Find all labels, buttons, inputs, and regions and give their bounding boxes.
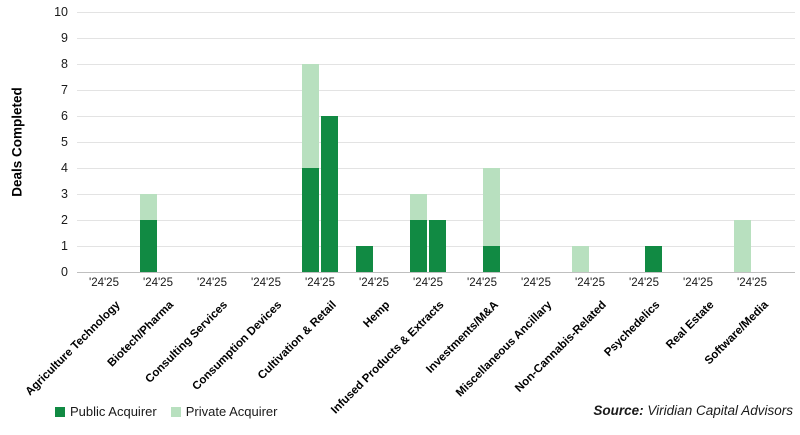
- y-tick-label: 6: [61, 109, 68, 123]
- bar-private-y24: [734, 220, 751, 272]
- legend-label-private: Private Acquirer: [185, 404, 278, 419]
- x-tick-label: '24'25: [737, 277, 767, 289]
- x-tick-label: '24'25: [197, 277, 227, 289]
- x-axis-line: [77, 272, 795, 273]
- y-tick-label: 8: [61, 57, 68, 71]
- gridline: [77, 116, 795, 117]
- gridline: [77, 12, 795, 13]
- y-tick-label: 1: [61, 239, 68, 253]
- y-tick-label: 9: [61, 31, 68, 45]
- bar-public-y24: [302, 168, 319, 272]
- bar-public-y25: [321, 116, 338, 272]
- y-axis-title: Deals Completed: [9, 87, 25, 197]
- legend: Public Acquirer Private Acquirer: [55, 404, 277, 419]
- source-prefix: Source:: [593, 403, 644, 418]
- category-label: Infused Products & Extracts: [329, 299, 447, 417]
- category-label: Non-Cannabis-Related: [512, 299, 609, 395]
- x-tick-label: '24'25: [89, 277, 119, 289]
- x-tick-label: '24'25: [629, 277, 659, 289]
- y-tick-label: 3: [61, 187, 68, 201]
- x-tick-label: '24'25: [251, 277, 281, 289]
- legend-label-public: Public Acquirer: [70, 404, 157, 419]
- y-tick-label: 10: [54, 5, 68, 19]
- bar-private-y25: [483, 168, 500, 246]
- bar-public-y25: [483, 246, 500, 272]
- category-label: Psychedelics: [602, 299, 663, 360]
- y-tick-label: 0: [61, 265, 68, 279]
- x-tick-label: '24'25: [359, 277, 389, 289]
- x-tick-label: '24'25: [575, 277, 605, 289]
- gridline: [77, 38, 795, 39]
- source-note: Source: Viridian Capital Advisors: [593, 403, 793, 418]
- bar-public-y25: [645, 246, 662, 272]
- bar-public-y24: [356, 246, 373, 272]
- public-acquirer-swatch-icon: [55, 406, 65, 417]
- bar-public-y25: [429, 220, 446, 272]
- bar-private-y24: [302, 64, 319, 168]
- category-label: Consumption Devices: [190, 299, 285, 393]
- y-tick-label: 2: [61, 213, 68, 227]
- category-label: Real Estate: [664, 299, 717, 352]
- x-tick-label: '24'25: [683, 277, 713, 289]
- source-text: Viridian Capital Advisors: [647, 403, 793, 418]
- bar-private-y24: [410, 194, 427, 220]
- y-tick-label: 7: [61, 83, 68, 97]
- gridline: [77, 168, 795, 169]
- gridline: [77, 64, 795, 65]
- bar-private-y24: [140, 194, 157, 220]
- category-label: Agriculture Technology: [23, 299, 123, 399]
- y-tick-label: 5: [61, 135, 68, 149]
- x-tick-label: '24'25: [521, 277, 551, 289]
- bar-public-y24: [410, 220, 427, 272]
- gridline: [77, 142, 795, 143]
- x-tick-label: '24'25: [467, 277, 497, 289]
- x-tick-label: '24'25: [305, 277, 335, 289]
- gridline: [77, 194, 795, 195]
- category-label: Hemp: [361, 299, 393, 331]
- bar-public-y24: [140, 220, 157, 272]
- private-acquirer-swatch-icon: [170, 406, 181, 417]
- legend-item-private-acquirer: Private Acquirer: [170, 404, 278, 419]
- y-tick-label: 4: [61, 161, 68, 175]
- x-tick-label: '24'25: [143, 277, 173, 289]
- x-tick-label: '24'25: [413, 277, 443, 289]
- category-label: Miscellaneous Ancillary: [454, 299, 555, 400]
- bar-private-y24: [572, 246, 589, 272]
- legend-item-public-acquirer: Public Acquirer: [55, 404, 157, 419]
- gridline: [77, 90, 795, 91]
